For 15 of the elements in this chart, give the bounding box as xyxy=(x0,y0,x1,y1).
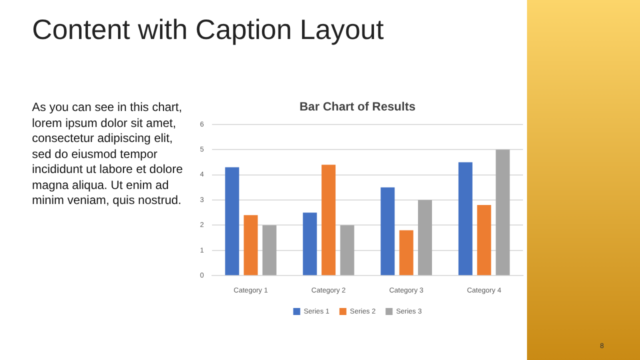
bar xyxy=(399,230,414,276)
bar xyxy=(340,225,354,276)
bar xyxy=(496,150,510,276)
bar xyxy=(380,187,395,276)
bar xyxy=(262,225,276,276)
bar xyxy=(225,167,240,276)
bar xyxy=(244,215,258,276)
bar xyxy=(322,164,336,276)
bar xyxy=(458,162,472,276)
bar xyxy=(477,205,492,276)
text: As you can see in this chart, lorem ipsum dolor sit amet, consectetur adipiscing elit, sed do eiusmod tempor incididunt ut labore et dolore magna aliqua. Ut enim ad minim veniam, quis nostrud. xyxy=(32,100,184,208)
bar xyxy=(302,212,317,276)
text: Content with Caption Layout xyxy=(32,14,384,46)
bar xyxy=(418,200,432,276)
chart-title: Bar Chart of Results xyxy=(299,100,416,114)
